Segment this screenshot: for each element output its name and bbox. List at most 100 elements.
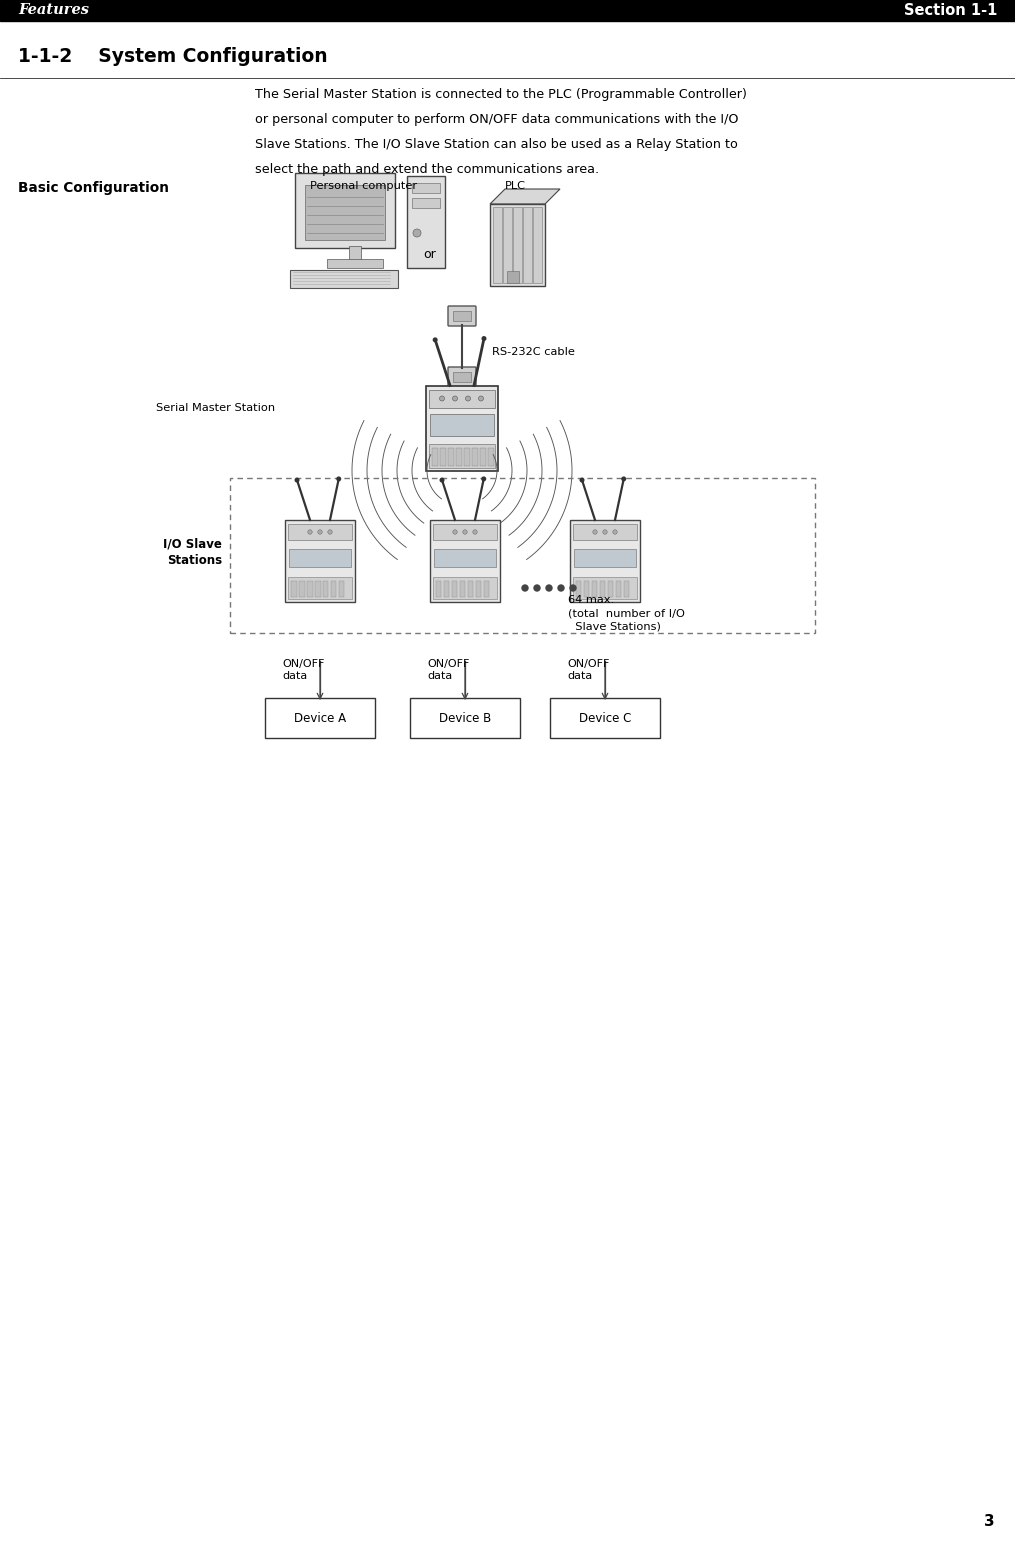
Bar bbox=[299, 582, 304, 597]
Bar bbox=[456, 447, 462, 466]
Bar bbox=[460, 582, 466, 597]
Text: Device A: Device A bbox=[294, 711, 346, 725]
Text: Serial Master Station: Serial Master Station bbox=[156, 403, 275, 414]
Circle shape bbox=[413, 228, 421, 238]
Bar bbox=[584, 582, 590, 597]
Bar bbox=[323, 582, 329, 597]
Text: Slave Stations. The I/O Slave Station can also be used as a Relay Station to: Slave Stations. The I/O Slave Station ca… bbox=[255, 137, 738, 151]
Text: Features: Features bbox=[18, 3, 89, 17]
Bar bbox=[472, 447, 478, 466]
FancyBboxPatch shape bbox=[426, 386, 498, 471]
Circle shape bbox=[337, 477, 340, 481]
Circle shape bbox=[622, 477, 625, 481]
Bar bbox=[600, 582, 606, 597]
Circle shape bbox=[295, 478, 298, 481]
Text: RS-232C cable: RS-232C cable bbox=[492, 347, 574, 356]
Polygon shape bbox=[490, 188, 560, 204]
Bar bbox=[436, 582, 442, 597]
Bar bbox=[576, 582, 582, 597]
Bar bbox=[430, 414, 494, 437]
Circle shape bbox=[328, 529, 332, 534]
Bar bbox=[573, 577, 637, 599]
Bar bbox=[480, 447, 486, 466]
FancyBboxPatch shape bbox=[410, 697, 520, 738]
Bar bbox=[0, 0, 1015, 22]
Text: 3: 3 bbox=[985, 1514, 995, 1529]
Bar bbox=[434, 549, 496, 566]
Bar bbox=[429, 443, 495, 468]
Bar bbox=[508, 272, 519, 282]
Circle shape bbox=[570, 585, 576, 591]
Bar bbox=[339, 582, 344, 597]
Circle shape bbox=[308, 529, 313, 534]
Bar bbox=[307, 582, 313, 597]
Text: select the path and extend the communications area.: select the path and extend the communica… bbox=[255, 164, 599, 176]
Text: 1-1-2    System Configuration: 1-1-2 System Configuration bbox=[18, 46, 328, 65]
Text: Device B: Device B bbox=[438, 711, 491, 725]
Text: or personal computer to perform ON/OFF data communications with the I/O: or personal computer to perform ON/OFF d… bbox=[255, 113, 739, 127]
Text: PLC: PLC bbox=[505, 181, 526, 191]
Circle shape bbox=[613, 529, 617, 534]
Bar bbox=[444, 582, 450, 597]
FancyBboxPatch shape bbox=[570, 520, 640, 602]
Bar bbox=[484, 582, 489, 597]
Bar bbox=[488, 447, 494, 466]
FancyBboxPatch shape bbox=[448, 367, 476, 387]
Text: ON/OFF
data: ON/OFF data bbox=[567, 659, 609, 682]
Bar bbox=[327, 259, 383, 268]
Bar bbox=[464, 447, 470, 466]
Circle shape bbox=[558, 585, 564, 591]
Text: Device C: Device C bbox=[579, 711, 631, 725]
Bar bbox=[624, 582, 629, 597]
Bar bbox=[289, 549, 351, 566]
Bar bbox=[523, 207, 532, 282]
Circle shape bbox=[482, 477, 485, 481]
Bar bbox=[616, 582, 621, 597]
Circle shape bbox=[439, 397, 445, 401]
FancyBboxPatch shape bbox=[290, 270, 398, 289]
Bar bbox=[433, 525, 497, 540]
Bar bbox=[513, 207, 522, 282]
Circle shape bbox=[453, 397, 458, 401]
FancyBboxPatch shape bbox=[407, 176, 445, 268]
Bar bbox=[331, 582, 337, 597]
Circle shape bbox=[603, 529, 607, 534]
Bar bbox=[315, 582, 321, 597]
Circle shape bbox=[482, 336, 486, 341]
Bar bbox=[468, 582, 474, 597]
Bar bbox=[608, 582, 613, 597]
Bar bbox=[493, 207, 502, 282]
FancyBboxPatch shape bbox=[453, 312, 471, 321]
Circle shape bbox=[466, 397, 471, 401]
FancyBboxPatch shape bbox=[430, 520, 500, 602]
Bar bbox=[439, 447, 446, 466]
Bar bbox=[592, 582, 598, 597]
Text: or: or bbox=[423, 248, 436, 261]
FancyBboxPatch shape bbox=[295, 173, 395, 248]
Bar bbox=[433, 577, 497, 599]
Bar bbox=[291, 582, 296, 597]
Bar bbox=[503, 207, 512, 282]
Bar bbox=[533, 207, 542, 282]
Text: The Serial Master Station is connected to the PLC (Programmable Controller): The Serial Master Station is connected t… bbox=[255, 88, 747, 100]
Bar bbox=[574, 549, 636, 566]
Circle shape bbox=[478, 397, 483, 401]
FancyBboxPatch shape bbox=[448, 306, 476, 326]
Circle shape bbox=[522, 585, 528, 591]
Circle shape bbox=[463, 529, 467, 534]
Text: 64 max.
(total  number of I/O
  Slave Stations): 64 max. (total number of I/O Slave Stati… bbox=[568, 596, 685, 631]
Bar bbox=[288, 577, 352, 599]
Text: Section 1-1: Section 1-1 bbox=[903, 3, 997, 19]
Bar bbox=[490, 204, 545, 285]
Circle shape bbox=[593, 529, 597, 534]
Circle shape bbox=[581, 478, 584, 481]
FancyBboxPatch shape bbox=[304, 185, 385, 241]
Bar bbox=[429, 389, 495, 407]
Bar bbox=[349, 245, 361, 261]
Circle shape bbox=[534, 585, 540, 591]
Bar bbox=[288, 525, 352, 540]
Bar bbox=[452, 582, 458, 597]
Circle shape bbox=[318, 529, 322, 534]
FancyBboxPatch shape bbox=[550, 697, 660, 738]
Text: I/O Slave
Stations: I/O Slave Stations bbox=[163, 539, 222, 566]
